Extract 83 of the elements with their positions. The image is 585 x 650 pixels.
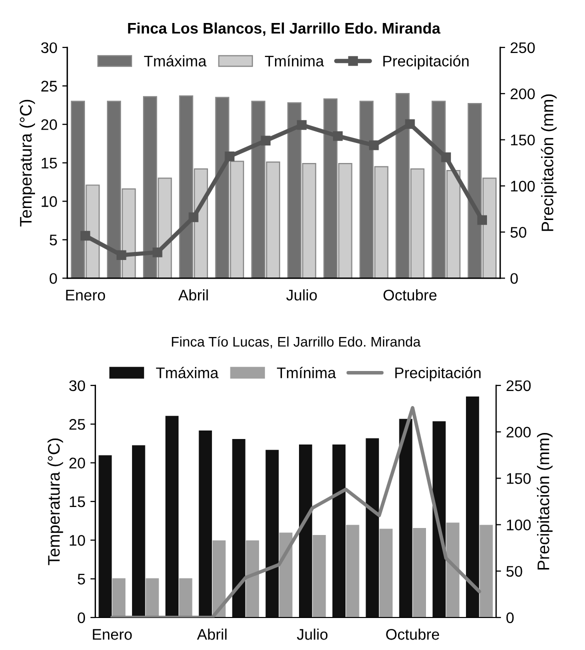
point [332,131,343,141]
y2-tick-label: 150 [506,473,531,484]
legend-label: Tmáxima [156,366,219,378]
bar [332,444,346,618]
y-tick-label: 20 [41,119,57,130]
point [152,247,162,258]
bar [132,445,146,618]
y-tick-label: 25 [41,80,57,92]
y-tick-label: 15 [42,158,57,169]
bar [312,534,326,618]
bar [412,528,426,618]
y2-tick-label: 150 [511,134,535,146]
bar [399,418,412,618]
y2-tick-label: 100 [506,520,531,530]
bar [346,524,360,618]
point [441,152,451,162]
y2-tick-label: 200 [510,88,535,100]
bar [379,528,393,618]
y2-tick-label: 250 [506,380,531,392]
legend-label: Tmínima [276,366,336,378]
bar [266,450,279,618]
x-tick-label: Julio [296,628,328,640]
bar [198,430,212,618]
x-tick-label: Abril [178,289,208,301]
y2-tick-label: 200 [506,426,531,438]
point [369,140,379,150]
bar [112,578,126,618]
legend-label: Precipitación [383,55,469,70]
y2-tick-label: 50 [510,226,526,238]
bar [98,455,112,618]
bar [179,578,192,618]
y-axis-title: Temperatura (°C) [19,100,36,226]
bar [446,522,460,618]
x-tick-label: Octubre [386,628,440,640]
y2-axis-title: Precipitación (mm) [540,94,557,231]
y2-tick-label: 0 [506,612,514,624]
bar [279,532,292,618]
bar [366,438,379,618]
y-tick-label: 15 [70,496,85,508]
x-tick-label: Abril [196,628,226,640]
legend-label: Precipitación [395,366,481,382]
y2-tick-label: 250 [510,42,535,54]
y-tick-label: 20 [69,458,86,468]
y-tick-label: 25 [69,418,85,430]
y-tick-label: 30 [41,42,57,54]
y-tick-label: 0 [50,273,57,284]
y2-tick-label: 0 [510,273,518,284]
point [477,215,487,225]
y-tick-label: 5 [78,574,85,585]
y2-tick-label: 100 [511,180,535,192]
point [405,119,415,129]
bar [212,540,226,618]
bar [466,396,480,618]
bar [299,444,312,618]
bar [480,524,493,618]
bar [165,416,179,618]
x-tick-label: Julio [286,289,317,301]
legend-label: Tmáxima [144,55,207,66]
chart-title: Finca Los Blancos, El Jarrillo Edo. Miranda [128,22,440,36]
y-tick-label: 5 [50,234,57,246]
bar [432,421,446,618]
chart-title: Finca Tío Lucas, El Jarrillo Edo. Miranda [172,336,421,348]
x-tick-label: Enero [92,629,132,640]
x-tick-label: Octubre [384,289,436,301]
bar [246,540,260,618]
legend-label: Tmínima [264,55,324,66]
y-tick-label: 10 [70,535,86,546]
line-series [110,406,482,618]
bar [232,439,246,618]
y-tick-label: 10 [42,196,57,207]
y-tick-label: 30 [69,380,86,392]
y2-tick-label: 50 [506,566,522,577]
y-tick-label: 0 [78,612,86,624]
y2-axis-title: Precipitación (mm) [536,433,553,570]
bar [146,578,159,618]
point [260,136,271,146]
y-axis-title: Temperatura (°C) [48,438,64,566]
point [296,120,307,130]
point [80,230,90,241]
point [188,212,198,222]
x-tick-label: Enero [66,290,106,301]
point [224,152,234,162]
point [116,250,126,260]
